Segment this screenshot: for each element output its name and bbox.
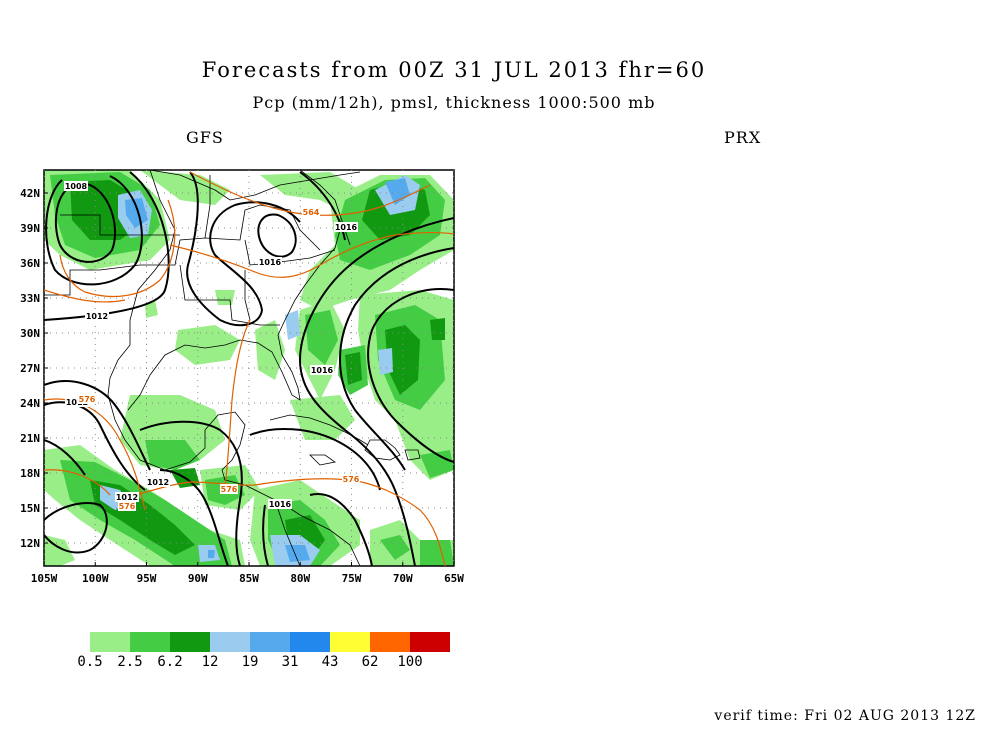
page-subtitle: Pcp (mm/12h), pmsl, thickness 1000:500 m… bbox=[252, 93, 656, 112]
colorbar-swatch bbox=[290, 632, 330, 652]
latitude-labels: 42N 39N 36N 33N 30N 27N 24N 21N 18N 15N 12N bbox=[20, 187, 48, 550]
pmsl-contour-labels: 1008 1012 1016 1016 1012 1012 1012 1016 1016 bbox=[64, 181, 358, 509]
pmsl-label: 1012 bbox=[147, 478, 169, 487]
lat-label: 30N bbox=[20, 327, 40, 340]
lat-label: 33N bbox=[20, 292, 40, 305]
lat-label: 42N bbox=[20, 187, 40, 200]
colorbar-label: 100 bbox=[397, 654, 423, 670]
lon-label: 90W bbox=[188, 572, 208, 585]
colorbar-swatch bbox=[170, 632, 210, 652]
lat-label: 18N bbox=[20, 467, 40, 480]
lon-label: 75W bbox=[342, 572, 362, 585]
colorbar-label: 43 bbox=[321, 654, 339, 670]
lon-label: 65W bbox=[444, 572, 464, 585]
page-title: Forecasts from 00Z 31 JUL 2013 fhr=60 bbox=[201, 58, 707, 82]
colorbar-swatch bbox=[130, 632, 170, 652]
coastlines bbox=[44, 170, 421, 566]
colorbar-labels: 0.5 2.5 6.2 12 19 31 43 62 100 bbox=[70, 654, 470, 670]
thickness-contours bbox=[44, 171, 454, 566]
lon-label: 80W bbox=[290, 572, 310, 585]
pmsl-label: 1016 bbox=[269, 500, 292, 509]
thickness-contour-labels: 564 576 576 576 576 bbox=[78, 207, 360, 511]
colorbar-swatch bbox=[90, 632, 130, 652]
colorbar-label: 6.2 bbox=[157, 654, 183, 670]
lon-label: 70W bbox=[393, 572, 413, 585]
colorbar bbox=[90, 632, 450, 652]
longitude-labels: 105W 100W 95W 90W 85W 80W 75W 70W 65W bbox=[31, 562, 464, 585]
colorbar-label: 19 bbox=[241, 654, 259, 670]
pmsl-label: 1008 bbox=[65, 182, 88, 191]
lon-label: 100W bbox=[82, 572, 109, 585]
thickness-label: 576 bbox=[79, 395, 96, 404]
colorbar-label: 2.5 bbox=[117, 654, 143, 670]
colorbar-label: 62 bbox=[361, 654, 379, 670]
panel-label-prx: PRX bbox=[724, 128, 762, 147]
lat-label: 15N bbox=[20, 502, 40, 515]
lon-label: 95W bbox=[137, 572, 157, 585]
colorbar-swatch bbox=[210, 632, 250, 652]
pmsl-label: 1012 bbox=[66, 398, 88, 407]
thickness-label: 564 bbox=[303, 208, 320, 217]
lon-label: 85W bbox=[239, 572, 259, 585]
lat-label: 21N bbox=[20, 432, 40, 445]
pmsl-label: 1016 bbox=[311, 366, 334, 375]
panel-label-gfs: GFS bbox=[186, 128, 224, 147]
colorbar-swatch bbox=[330, 632, 370, 652]
colorbar-swatch bbox=[370, 632, 410, 652]
thickness-label: 576 bbox=[221, 485, 238, 494]
lat-label: 36N bbox=[20, 257, 40, 270]
colorbar-label: 31 bbox=[281, 654, 299, 670]
lat-label: 24N bbox=[20, 397, 40, 410]
pmsl-label: 1016 bbox=[259, 258, 282, 267]
lon-label: 105W bbox=[31, 572, 58, 585]
lat-label: 39N bbox=[20, 222, 40, 235]
pmsl-label: 1012 bbox=[86, 312, 108, 321]
pmsl-label: 1012 bbox=[116, 493, 138, 502]
lat-label: 12N bbox=[20, 537, 40, 550]
pmsl-label: 1016 bbox=[335, 223, 358, 232]
colorbar-swatch bbox=[410, 632, 450, 652]
verif-time: verif time: Fri 02 AUG 2013 12Z bbox=[714, 708, 976, 724]
thickness-label: 576 bbox=[343, 475, 360, 484]
lat-label: 27N bbox=[20, 362, 40, 375]
thickness-label: 576 bbox=[119, 502, 136, 511]
colorbar-swatch bbox=[250, 632, 290, 652]
colorbar-label: 0.5 bbox=[77, 654, 103, 670]
colorbar-label: 12 bbox=[201, 654, 219, 670]
